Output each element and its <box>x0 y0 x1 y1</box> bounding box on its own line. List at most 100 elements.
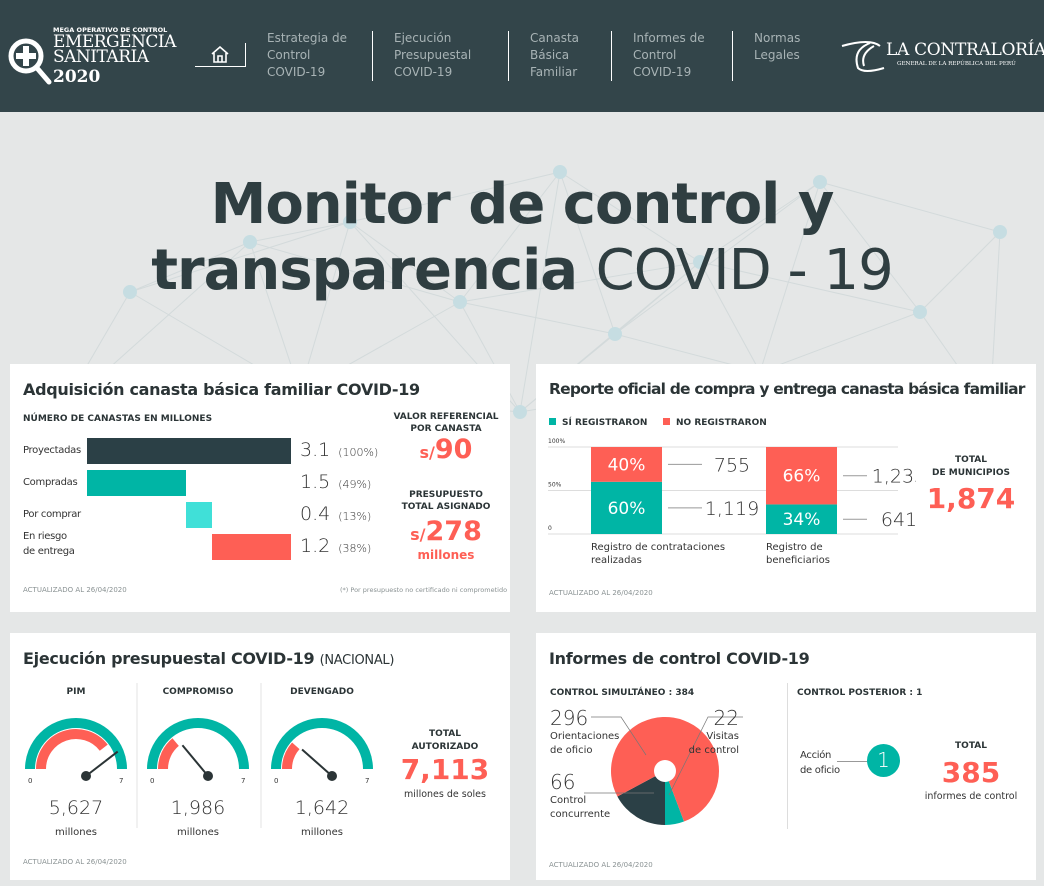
gauge-min: 0 <box>274 777 278 785</box>
gauge-max: 7 <box>241 777 245 785</box>
card-informes: Informes de control COVID-19 CONTROL SIM… <box>536 633 1036 880</box>
gauge-hub <box>327 771 337 781</box>
network-node <box>993 225 1007 239</box>
network-line <box>559 171 701 263</box>
brand-subtitle: GENERAL DE LA REPÚBLICA DEL PERÚ <box>897 61 1016 67</box>
magnifier-plus-icon <box>8 38 52 85</box>
gauge-max: 7 <box>119 777 123 785</box>
nav-canasta[interactable]: Canasta Básica Familiar <box>530 31 580 79</box>
bar-category-label: Registro de contrataciones <box>591 542 725 553</box>
page-title-line1: Monitor de control y <box>210 172 835 237</box>
bar <box>212 534 291 560</box>
leader-line <box>837 761 867 762</box>
home-icon <box>211 46 229 63</box>
network-line <box>699 181 821 263</box>
network-line <box>559 171 616 335</box>
network-node <box>243 235 257 249</box>
gauge-unit: millones <box>301 827 343 838</box>
network-line <box>614 181 821 335</box>
bar-si-pct: 60% <box>608 499 646 519</box>
bar-category-label: beneficiarios <box>766 555 830 566</box>
network-line <box>459 261 701 303</box>
gauge-needle <box>85 750 119 777</box>
logo-tagline: MEGA OPERATIVO DE CONTROL <box>53 26 168 34</box>
gauges: PIM 0 7 5,627 millones COMPROMISO 0 7 1,986 millo… <box>25 683 373 838</box>
network-line <box>699 261 921 313</box>
total-autorizado-label: TOTAL AUTORIZADO <box>411 729 479 752</box>
gauge-hub <box>203 771 213 781</box>
contraloria-swoosh-icon <box>841 41 885 72</box>
control-posterior-label: CONTROL POSTERIOR : 1 <box>797 688 923 698</box>
contraloria-logo[interactable]: LA CONTRALORÍA GENERAL DE LA REPÚBLICA D… <box>840 40 1044 74</box>
gauge-needle <box>181 744 209 777</box>
gauge-fill <box>36 729 108 770</box>
leader-line <box>668 716 743 796</box>
nav-ejecucion[interactable]: Ejecución Presupuestal COVID-19 <box>394 31 472 79</box>
network-line <box>349 221 461 303</box>
bar-label: Por comprar <box>23 509 81 520</box>
pie-slice <box>665 771 685 825</box>
control-simultaneo-label: CONTROL SIMULTÁNEO : 384 <box>550 688 695 698</box>
card-adquisicion: Adquisición canasta básica familiar COVI… <box>10 364 510 612</box>
bar-label: Compradas <box>23 477 78 488</box>
nav-normas[interactable]: Normas Legales <box>754 31 801 62</box>
nav-estrategia[interactable]: Estrategia de Control COVID-19 <box>267 31 348 79</box>
network-line <box>759 311 921 373</box>
bar <box>185 502 213 528</box>
pie-slice <box>617 771 665 825</box>
pie-label: Orientaciones <box>550 731 619 742</box>
total-municipios-label: TOTAL DE MUNICIPIOS <box>932 455 1010 478</box>
network-line <box>759 181 821 373</box>
bar-value: 1.2 (38%) <box>300 535 372 557</box>
bar-value: 3.1 (100%) <box>300 439 379 461</box>
bar-no <box>766 447 837 505</box>
network-line <box>249 221 351 243</box>
logo-title: EMERGENCIA SANITARIA <box>53 32 176 67</box>
network-line <box>819 181 1001 233</box>
pie-label: concurrente <box>550 809 610 820</box>
gauge-max: 7 <box>365 777 369 785</box>
gauge-track <box>147 718 249 770</box>
pie-value: 296 <box>550 706 588 730</box>
network-line <box>519 171 561 413</box>
bar-si-count: 1,119 <box>705 498 759 520</box>
bar-label: Proyectadas <box>23 445 81 456</box>
legend-swatch <box>549 418 556 425</box>
bar-category-label: Registro de <box>766 542 823 553</box>
nav-home[interactable] <box>195 43 246 67</box>
nav-divider <box>611 31 612 81</box>
pie-label: Visitas <box>706 731 739 742</box>
network-node <box>453 295 467 309</box>
legend-swatch <box>663 418 670 425</box>
top-nav-bar: MEGA OPERATIVO DE CONTROL EMERGENCIA SAN… <box>0 0 1044 112</box>
card-title: Reporte oficial de compra y entrega cana… <box>549 380 1025 398</box>
gauge-value: 5,627 <box>49 797 103 819</box>
emergencia-sanitaria-logo[interactable]: MEGA OPERATIVO DE CONTROL EMERGENCIA SAN… <box>6 26 176 90</box>
network-line <box>129 241 251 293</box>
network-node <box>913 305 927 319</box>
nav-informes[interactable]: Informes de Control COVID-19 <box>633 31 705 79</box>
bar-no-pct: 66% <box>783 467 821 487</box>
gauge-track <box>271 718 373 770</box>
network-line <box>919 231 1001 313</box>
gauge-label: COMPROMISO <box>163 687 234 697</box>
network-line <box>699 261 761 373</box>
total-municipios-value: 1,874 <box>926 482 1016 515</box>
network-line <box>129 221 351 293</box>
bar-no <box>591 447 662 482</box>
network-line <box>249 241 461 303</box>
gauge-fill <box>158 738 180 770</box>
bar-category-label: realizadas <box>591 555 642 566</box>
gauge-unit: millones <box>55 827 97 838</box>
chart-subtitle: NÚMERO DE CANASTAS EN MILLONES <box>23 414 213 424</box>
card-title: Informes de control COVID-19 <box>549 649 810 668</box>
network-node <box>693 255 707 269</box>
valor-label: VALOR REFERENCIAL POR CANASTA <box>393 412 499 434</box>
title-bold: transparencia <box>151 238 578 303</box>
bar-value: 1.5 (49%) <box>300 471 372 493</box>
bar-no-pct: 40% <box>608 455 646 475</box>
total-autorizado-unit: millones de soles <box>404 789 486 800</box>
network-node <box>123 285 137 299</box>
network-node <box>343 215 357 229</box>
